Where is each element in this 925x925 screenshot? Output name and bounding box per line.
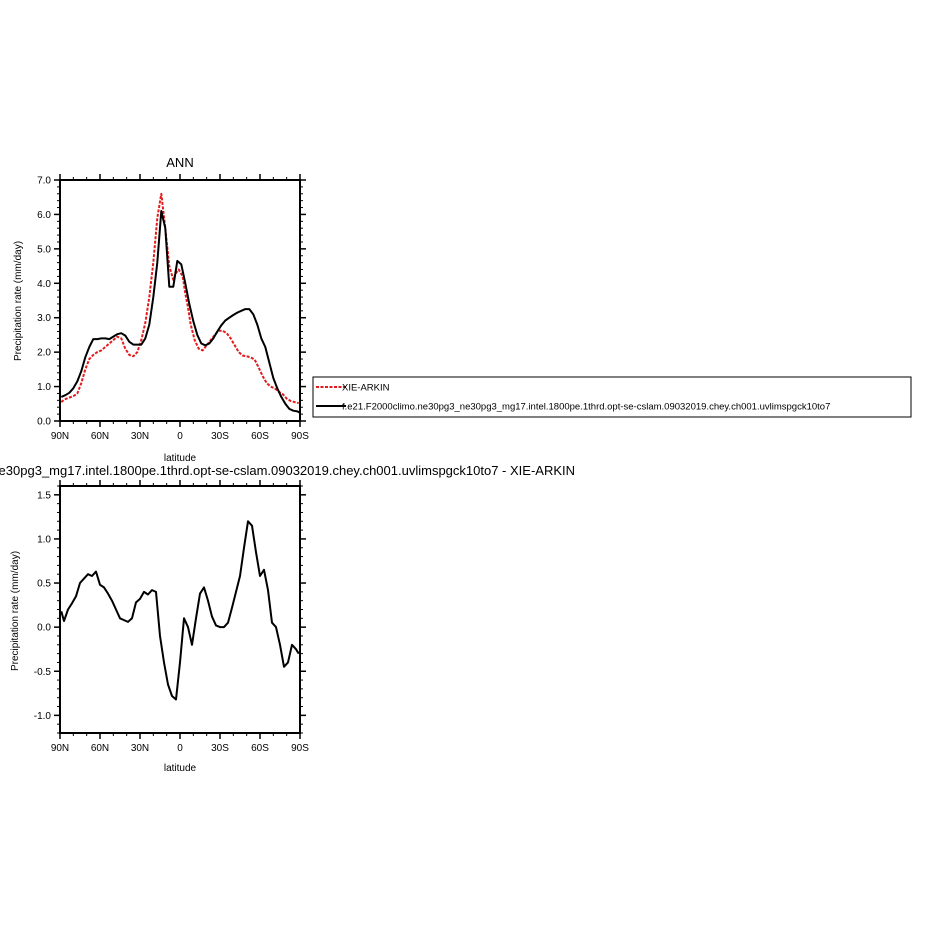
top-plot-frame (59, 179, 301, 422)
top-ytick-label: 2.0 (37, 348, 51, 359)
top-ytick-label: 0.0 (37, 417, 51, 428)
bottom-xtick-label: 60N (91, 743, 109, 754)
bottom-xtick-label: 30N (131, 743, 149, 754)
bottom-ytick-label: 0.0 (37, 623, 51, 634)
bottom-ytick-label: -0.5 (34, 667, 52, 678)
top-series-f-e21-f2000climo-ne30pg3 (60, 210, 301, 414)
top-ylabel: Precipitation rate (mm/day) (13, 241, 24, 361)
legend-label-model: f.e21.F2000climo.ne30pg3_ne30pg3_mg17.in… (342, 402, 830, 413)
top-xtick-label: 0 (177, 431, 183, 442)
bottom-plot-axes: 90N 60N 30N 0 30S 60S 90S -1.0 -0.5 0.0 0.5 1.0 1.5 (34, 480, 309, 754)
top-ytick-label: 3.0 (37, 313, 51, 324)
top-ytick-label: 4.0 (37, 279, 51, 290)
bottom-ytick-label: 0.5 (37, 579, 51, 590)
top-ytick-label: 5.0 (37, 244, 51, 255)
bottom-xtick-label: 90N (51, 743, 69, 754)
legend-box (312, 376, 912, 418)
top-plot-curves (60, 192, 301, 414)
bottom-series-line-0 (60, 520, 300, 701)
top-xtick-label: 60N (91, 431, 109, 442)
top-plot-title: ANN (166, 155, 193, 170)
bottom-xtick-label: 0 (177, 743, 183, 754)
top-ytick-label: 6.0 (37, 210, 51, 221)
top-series-xie-arkin (60, 192, 299, 405)
top-ytick-label: 1.0 (37, 382, 51, 393)
bottom-xtick-label: 30S (211, 743, 229, 754)
bottom-xlabel: latitude (164, 763, 197, 774)
bottom-plot-title: f.e21.F2000climo.ne30pg3_ne30pg3_mg17.in… (0, 463, 575, 478)
top-xtick-label: 90N (51, 431, 69, 442)
top-ytick-label: 7.0 (37, 176, 51, 187)
bottom-plot-curves (60, 520, 300, 701)
top-panel: ANN 90N 60N 30N 0 30S 60S 90S 0.0 1.0 2.0 3.0 4.0 5.… (13, 155, 309, 464)
bottom-ytick-label: -1.0 (34, 711, 52, 722)
top-xtick-label: 30N (131, 431, 149, 442)
top-xtick-label: 30S (211, 431, 229, 442)
legend-label-xie-arkin: XIE-ARKIN (342, 383, 390, 394)
bottom-ytick-label: 1.0 (37, 534, 51, 545)
top-plot-axes: 90N 60N 30N 0 30S 60S 90S 0.0 1.0 2.0 3.0 4.0 5.0 6.0… (37, 174, 309, 442)
bottom-ytick-label: 1.5 (37, 490, 51, 501)
top-xlabel: latitude (164, 453, 197, 464)
top-xtick-label: 90S (291, 431, 309, 442)
bottom-ylabel: Precipitation rate (mm/day) (10, 551, 21, 671)
top-xtick-label: 60S (251, 431, 269, 442)
legend: XIE-ARKIN f.e21.F2000climo.ne30pg3_ne30p… (312, 376, 912, 418)
bottom-panel: f.e21.F2000climo.ne30pg3_ne30pg3_mg17.in… (0, 463, 575, 774)
bottom-xtick-label: 90S (291, 743, 309, 754)
bottom-plot-frame (59, 485, 301, 734)
bottom-xtick-label: 60S (251, 743, 269, 754)
